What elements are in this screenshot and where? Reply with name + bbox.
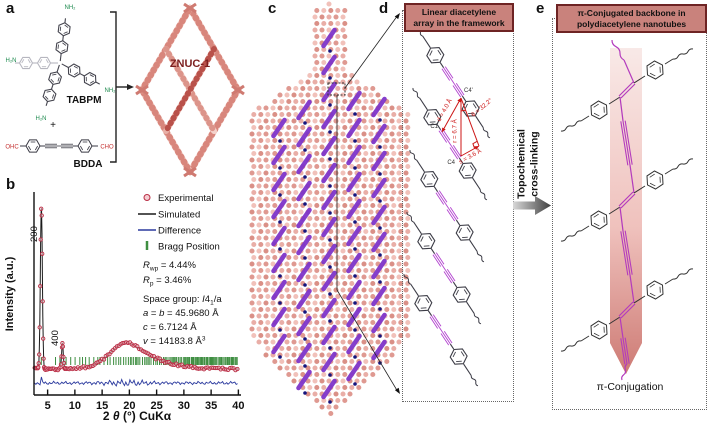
rp-value: Rp = 3.46%: [143, 275, 192, 288]
cell-ab: a = b = 45.9680 Å: [143, 308, 219, 319]
panel-e-header-line2: polydiacetylene nanotubes: [576, 18, 687, 29]
xrd-curves: 5 10 15 20 25 30 35 40: [32, 206, 245, 412]
cell-c: c = 6.7124 Å: [143, 322, 197, 333]
panel-e-polydiacetylene: [560, 39, 694, 381]
distance-d: d = 4.0 Å: [436, 97, 455, 123]
cell-volume: v = 14183.8 Å3: [143, 336, 206, 348]
topochemical-crosslinking-label: Topochemical cross-linking: [516, 107, 544, 222]
panel-d-diacetylene-array: C4' C1 C4 d = 4.0 Å r = 6.7 Å θ = 32.2° …: [403, 25, 494, 387]
znuc1-framework: [135, 2, 245, 178]
panel-d-header-line1: Linear diacetylene: [421, 7, 497, 17]
distance-r: r = 6.7 Å: [452, 118, 459, 142]
aldehyde-label: OHC: [5, 145, 19, 151]
diacetylene-molecules: [403, 25, 491, 387]
legend-experimental: Experimental: [158, 193, 213, 204]
y-axis-title: Intensity (a.u.): [4, 256, 16, 331]
process-line1: Topochemical: [515, 129, 528, 199]
bdda-structure: [20, 139, 98, 153]
panel-label-c: c: [268, 0, 277, 17]
tabpm-label: TABPM: [67, 95, 102, 106]
atom-c1: C1: [430, 124, 438, 130]
scheme-bracket: [110, 11, 117, 163]
svg-text:5: 5: [45, 400, 51, 412]
amine-label: NH₂: [105, 88, 117, 94]
bdda-label: BDDA: [74, 159, 103, 170]
panel-d-header-line2: array in the framework: [413, 17, 505, 28]
panel-c-nanotube: [248, 0, 411, 417]
rwp-value: Rwp = 4.44%: [143, 260, 197, 273]
x-axis-title: 2 θ (°) CuKα: [103, 409, 172, 423]
amine-label: NH₂: [65, 5, 77, 11]
peak-hkl-400: 400: [50, 330, 61, 346]
panel-e-header-line1: π-Conjugated backbone in: [577, 8, 686, 18]
legend-experimental-icon: [143, 194, 151, 201]
svg-text:15: 15: [96, 400, 108, 412]
pi-conjugation-label: π-Conjugation: [596, 381, 664, 393]
peak-hkl-200: 200: [29, 226, 40, 242]
svg-text:35: 35: [205, 400, 217, 412]
legend-simulated: Simulated: [158, 210, 200, 221]
panel-b-xrd-plot: 5 10 15 20 25 30 35 40 Intensity (a.u.) 2 θ (°)…: [4, 192, 245, 423]
svg-text:10: 10: [69, 400, 81, 412]
distance-annotations: [441, 97, 480, 157]
svg-text:40: 40: [232, 400, 244, 412]
space-group: Space group: I41/a: [143, 294, 222, 307]
reaction-arrowhead: [127, 84, 134, 90]
svg-text:20: 20: [123, 400, 135, 412]
panel-label-a: a: [6, 0, 15, 17]
legend-bragg: Bragg Position: [158, 242, 220, 253]
amine-label: H₂N: [6, 58, 17, 64]
panel-d-header: Linear diacetylene array in the framewor…: [404, 3, 514, 33]
svg-text:30: 30: [178, 400, 190, 412]
process-line2: cross-linking: [528, 131, 541, 197]
atom-c4prime: C4': [464, 88, 473, 94]
angle-theta: θ = 32.2°: [470, 97, 494, 119]
plus-sign: +: [50, 120, 56, 131]
legend-difference: Difference: [158, 226, 201, 237]
amine-label: H₂N: [36, 116, 47, 122]
panel-a-scheme: NH₂ H₂N H₂N NH₂ TABPM + OHC CHO BDDA ZNU…: [5, 2, 245, 178]
atom-c4: C4: [447, 160, 455, 166]
tabpm-structure: [15, 18, 100, 106]
panel-e-header: π-Conjugated backbone in polydiacetylene…: [556, 4, 707, 34]
aldehyde-label: CHO: [100, 145, 114, 151]
pda-backbone: [560, 39, 694, 381]
nanotube-structure: [248, 0, 411, 417]
product-label: ZNUC-1: [170, 58, 210, 70]
pi-conjugation-band: [610, 48, 642, 374]
svg-text:25: 25: [151, 400, 163, 412]
panel-label-e: e: [536, 0, 545, 17]
panel-label-b: b: [6, 176, 16, 193]
panel-label-d: d: [379, 0, 389, 17]
